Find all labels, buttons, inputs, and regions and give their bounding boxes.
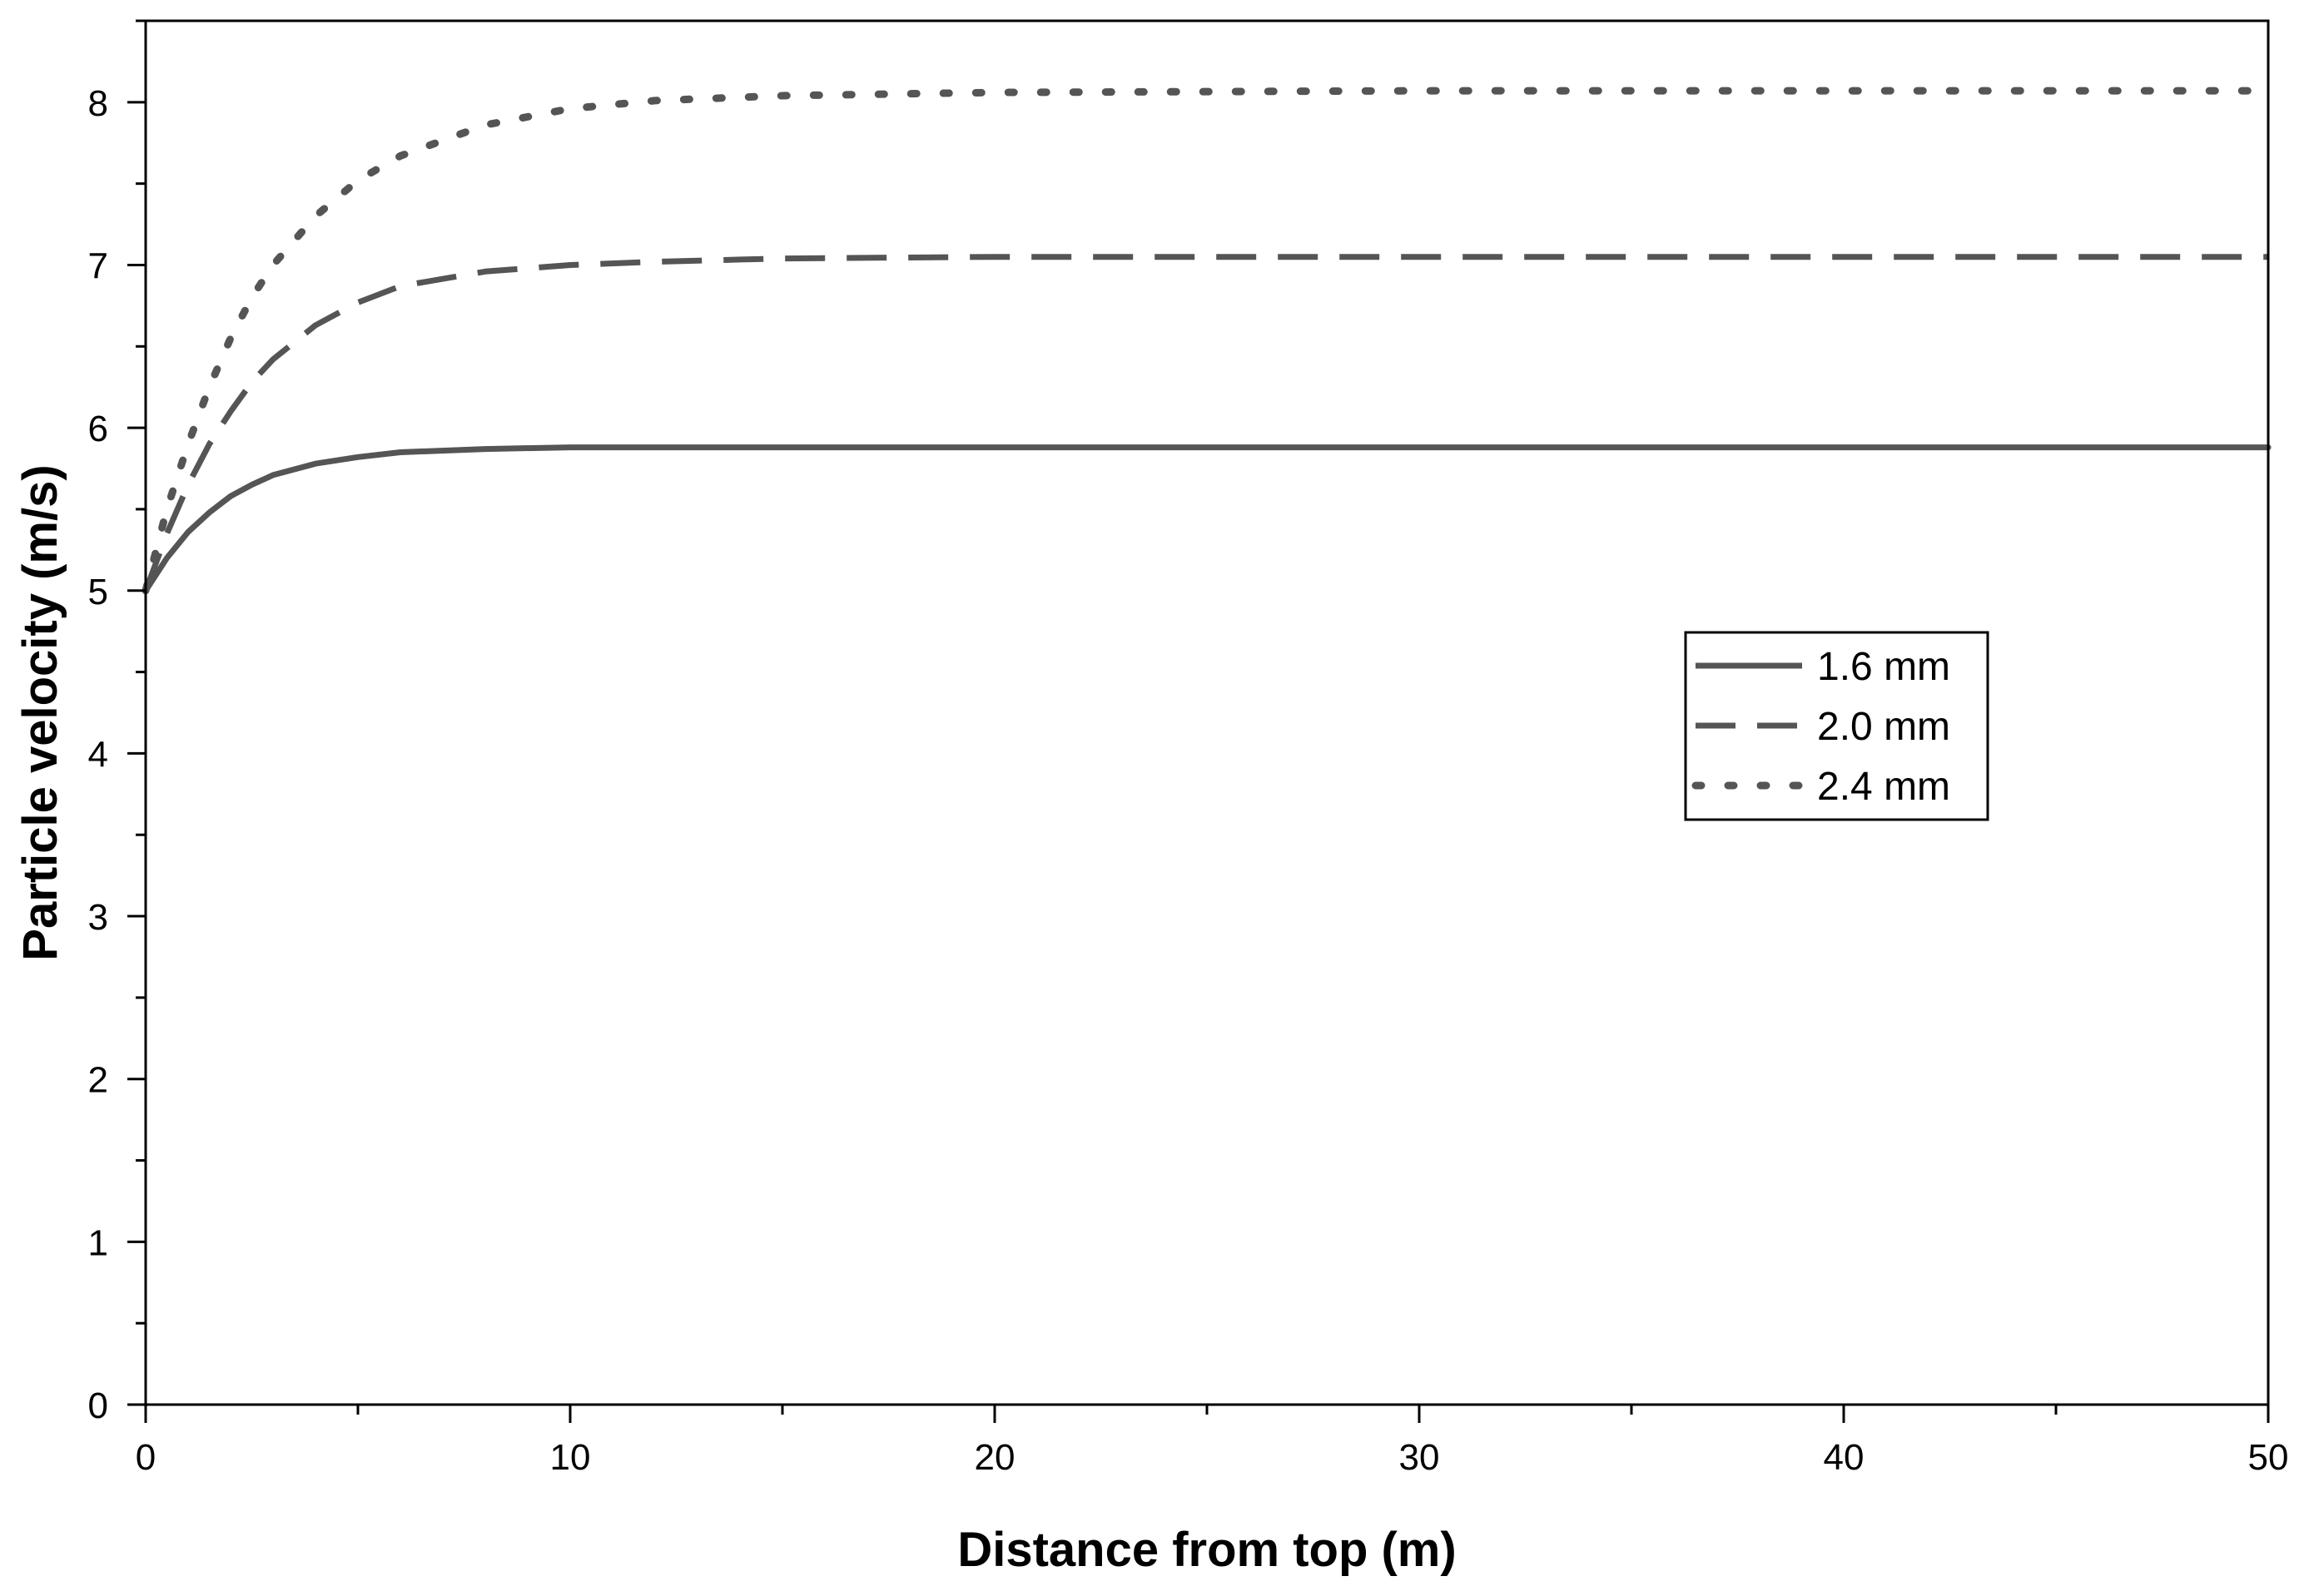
series-line-3	[142, 87, 2272, 595]
x-tick-label: 0	[136, 1437, 156, 1478]
y-tick-label: 5	[88, 572, 108, 612]
series-line-2	[142, 254, 2268, 592]
y-tick-label: 7	[88, 245, 108, 286]
axes: 0 10 20 30 40 50 0 1 2 3 4 5 6 7 8	[88, 19, 2289, 1478]
y-tick-label: 3	[88, 897, 108, 938]
legend: 1.6 mm 2.0 mm 2.4 mm	[1684, 631, 1989, 821]
y-tick-label: 8	[88, 83, 108, 124]
plot-area	[142, 87, 2272, 595]
legend-label-2: 2.0 mm	[1817, 705, 1950, 749]
series-line-1	[142, 444, 2272, 594]
y-tick-label: 1	[88, 1222, 108, 1263]
x-tick-label: 30	[1399, 1437, 1440, 1478]
x-axis-title: Distance from top (m)	[957, 1523, 1456, 1577]
y-tick-label: 0	[88, 1385, 108, 1426]
x-tick-label: 20	[975, 1437, 1015, 1478]
y-axis-title: Particle velocity (m/s)	[13, 464, 67, 960]
x-tick-label: 10	[550, 1437, 591, 1478]
y-tick-label: 2	[88, 1060, 108, 1101]
x-tick-label: 50	[2248, 1437, 2289, 1478]
y-tick-label: 6	[88, 409, 108, 449]
x-tick-label: 40	[1824, 1437, 1865, 1478]
legend-label-3: 2.4 mm	[1817, 765, 1950, 809]
y-tick-label: 4	[88, 734, 108, 775]
legend-label-1: 1.6 mm	[1817, 645, 1950, 689]
